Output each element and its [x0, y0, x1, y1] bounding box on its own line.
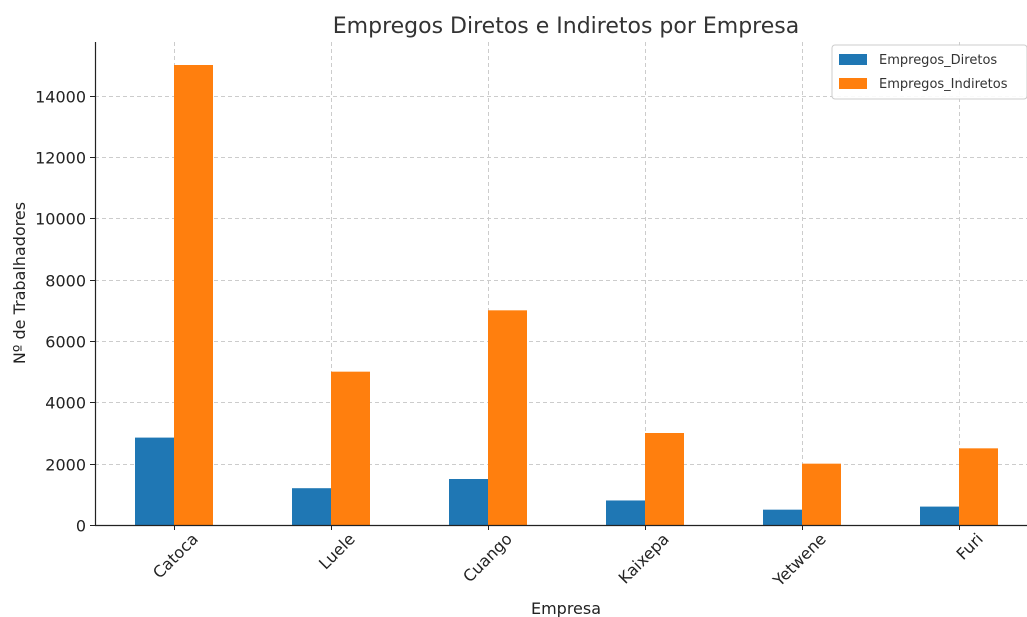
- x-tick-label: Catoca: [149, 529, 202, 582]
- bars: [135, 65, 998, 525]
- y-tick-label: 10000: [35, 210, 86, 229]
- legend-label-diretos: Empregos_Diretos: [879, 53, 997, 68]
- x-tick-label: Kaixepa: [615, 529, 673, 587]
- y-tick-label: 12000: [35, 149, 86, 168]
- bar-empregos-indiretos-cuango: [488, 310, 527, 525]
- x-tick-label: Cuango: [459, 529, 516, 586]
- bar-empregos-diretos-catoca: [135, 437, 174, 525]
- bar-empregos-indiretos-yetwene: [802, 463, 841, 525]
- legend: Empregos_Diretos Empregos_Indiretos: [831, 44, 1027, 100]
- bar-empregos-diretos-furi: [920, 506, 959, 525]
- legend-swatch-diretos: [839, 54, 867, 65]
- legend-swatch-indiretos: [839, 78, 867, 89]
- legend-box: [831, 44, 1027, 100]
- x-tick-label: Yetwene: [769, 529, 830, 590]
- bar-empregos-diretos-yetwene: [763, 509, 802, 525]
- y-tick-label: 8000: [45, 272, 86, 291]
- x-axis-label: Empresa: [531, 599, 601, 617]
- y-tick-label: 4000: [45, 394, 86, 413]
- y-ticks: 0 2000 4000 6000 8000 10000 12000 14000: [35, 88, 95, 536]
- bar-empregos-diretos-cuango: [449, 479, 488, 525]
- axes: [94, 42, 1027, 527]
- bar-empregos-diretos-luele: [292, 488, 331, 525]
- y-tick-label: 2000: [45, 456, 86, 475]
- chart-title: Empregos Diretos e Indiretos por Empresa: [333, 14, 799, 39]
- x-tick-label: Luele: [315, 529, 359, 573]
- bar-empregos-indiretos-catoca: [174, 65, 213, 525]
- x-ticks: Catoca Luele Cuango Kaixepa Yetwene Furi: [149, 525, 987, 591]
- gridlines: [95, 42, 1027, 525]
- y-tick-label: 0: [76, 517, 86, 536]
- bar-empregos-indiretos-kaixepa: [645, 433, 684, 525]
- y-axis-label: Nº de Trabalhadores: [10, 202, 29, 364]
- legend-label-indiretos: Empregos_Indiretos: [879, 77, 1008, 92]
- y-tick-label: 6000: [45, 333, 86, 352]
- bar-empregos-indiretos-furi: [959, 448, 998, 525]
- y-tick-label: 14000: [35, 88, 86, 107]
- bar-empregos-indiretos-luele: [331, 371, 370, 525]
- x-tick-label: Furi: [953, 529, 987, 563]
- bar-empregos-diretos-kaixepa: [606, 500, 645, 525]
